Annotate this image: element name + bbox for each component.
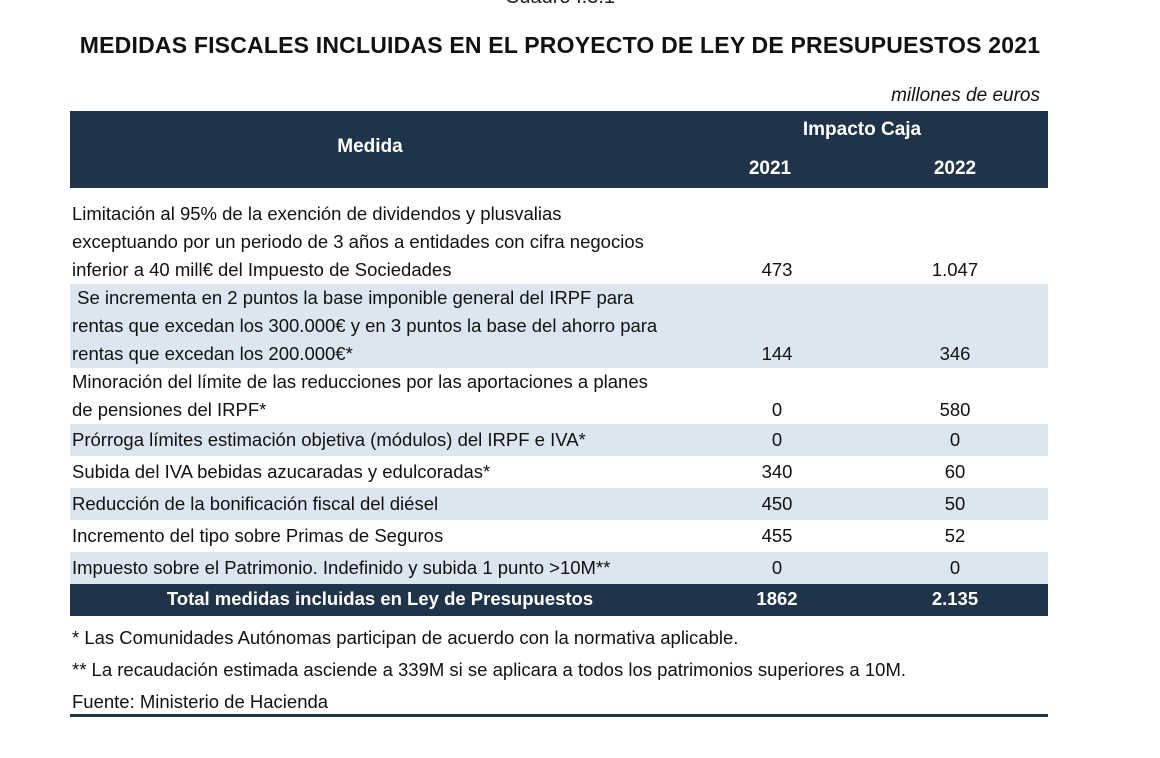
measure-description: Impuesto sobre el Patrimonio. Indefinido… [70,554,692,582]
fiscal-measures-table: Medida Impacto Caja 2021 2022 Limitación… [70,111,1048,616]
value-2022: 50 [944,493,966,514]
measure-line: Reducción de la bonificación fiscal del … [72,493,439,514]
units-label: millones de euros [891,85,1040,106]
measure-description: Limitación al 95% de la exención de divi… [70,200,692,284]
value-2021: 0 [771,399,783,420]
value-2021: 450 [761,493,793,514]
measure-line: Incremento del tipo sobre Primas de Segu… [72,525,444,546]
measure-line: de pensiones del IRPF* [72,399,267,420]
measure-description: Subida del IVA bebidas azucaradas y edul… [70,458,692,486]
value-2022: 580 [939,399,971,420]
value-2021: 455 [761,525,793,546]
total-label: Total medidas incluidas en Ley de Presup… [166,588,594,609]
footnotes: * Las Comunidades Autónomas participan d… [72,624,906,720]
total-row: Total medidas incluidas en Ley de Presup… [70,584,1048,616]
value-2022: 346 [939,343,971,364]
measure-line: Impuesto sobre el Patrimonio. Indefinido… [72,557,611,578]
header-impacto-caja: Impacto Caja [802,119,922,140]
measure-line: Se incrementa en 2 puntos la base imponi… [72,287,634,308]
measure-description: Incremento del tipo sobre Primas de Segu… [70,522,692,550]
header-medida: Medida [337,136,403,157]
footnote-1: * Las Comunidades Autónomas participan d… [72,627,739,648]
measure-line: Subida del IVA bebidas azucaradas y edul… [72,461,491,482]
measure-line: Limitación al 95% de la exención de divi… [72,203,562,224]
value-2021: 0 [771,429,783,450]
table-row: Reducción de la bonificación fiscal del … [70,488,1048,520]
measure-line: exceptuando por un periodo de 3 años a e… [72,231,644,252]
value-2022: 0 [949,557,961,578]
footnote-2: ** La recaudación estimada asciende a 33… [72,659,906,680]
value-2022: 52 [944,525,966,546]
value-2021: 473 [761,259,793,280]
value-2021: 144 [761,343,793,364]
source-note: Fuente: Ministerio de Hacienda [72,691,329,712]
value-2022: 60 [944,461,966,482]
measure-description: Minoración del límite de las reducciones… [70,368,692,424]
measure-line: rentas que excedan los 200.000€* [72,343,353,364]
table-row: Limitación al 95% de la exención de divi… [70,200,1048,284]
table-header: Medida Impacto Caja 2021 2022 [70,111,1048,188]
table-row: Subida del IVA bebidas azucaradas y edul… [70,456,1048,488]
table-body: Limitación al 95% de la exención de divi… [70,200,1048,584]
table-row: Minoración del límite de las reducciones… [70,368,1048,424]
table-row: Impuesto sobre el Patrimonio. Indefinido… [70,552,1048,584]
header-year-2022: 2022 [933,158,977,179]
measure-description: Se incrementa en 2 puntos la base imponi… [70,284,692,368]
table-caption: Cuadro I.3.1 [0,0,1120,9]
bottom-rule [70,714,1048,717]
header-year-2021: 2021 [748,158,792,179]
table-row: Se incrementa en 2 puntos la base imponi… [70,284,1048,368]
table-row: Incremento del tipo sobre Primas de Segu… [70,520,1048,552]
total-2021: 1862 [756,588,798,609]
measure-description: Reducción de la bonificación fiscal del … [70,490,692,518]
value-2021: 0 [771,557,783,578]
measure-line: rentas que excedan los 300.000€ y en 3 p… [72,315,658,336]
total-2022: 2.135 [931,588,979,609]
page-title: MEDIDAS FISCALES INCLUIDAS EN EL PROYECT… [79,32,1041,58]
value-2022: 1.047 [931,259,979,280]
value-2022: 0 [949,429,961,450]
table-row: Prórroga límites estimación objetiva (mó… [70,424,1048,456]
measure-line: Minoración del límite de las reducciones… [72,371,648,392]
value-2021: 340 [761,461,793,482]
measure-line: Prórroga límites estimación objetiva (mó… [72,429,586,450]
measure-line: inferior a 40 mill€ del Impuesto de Soci… [72,259,452,280]
measure-description: Prórroga límites estimación objetiva (mó… [70,426,692,454]
